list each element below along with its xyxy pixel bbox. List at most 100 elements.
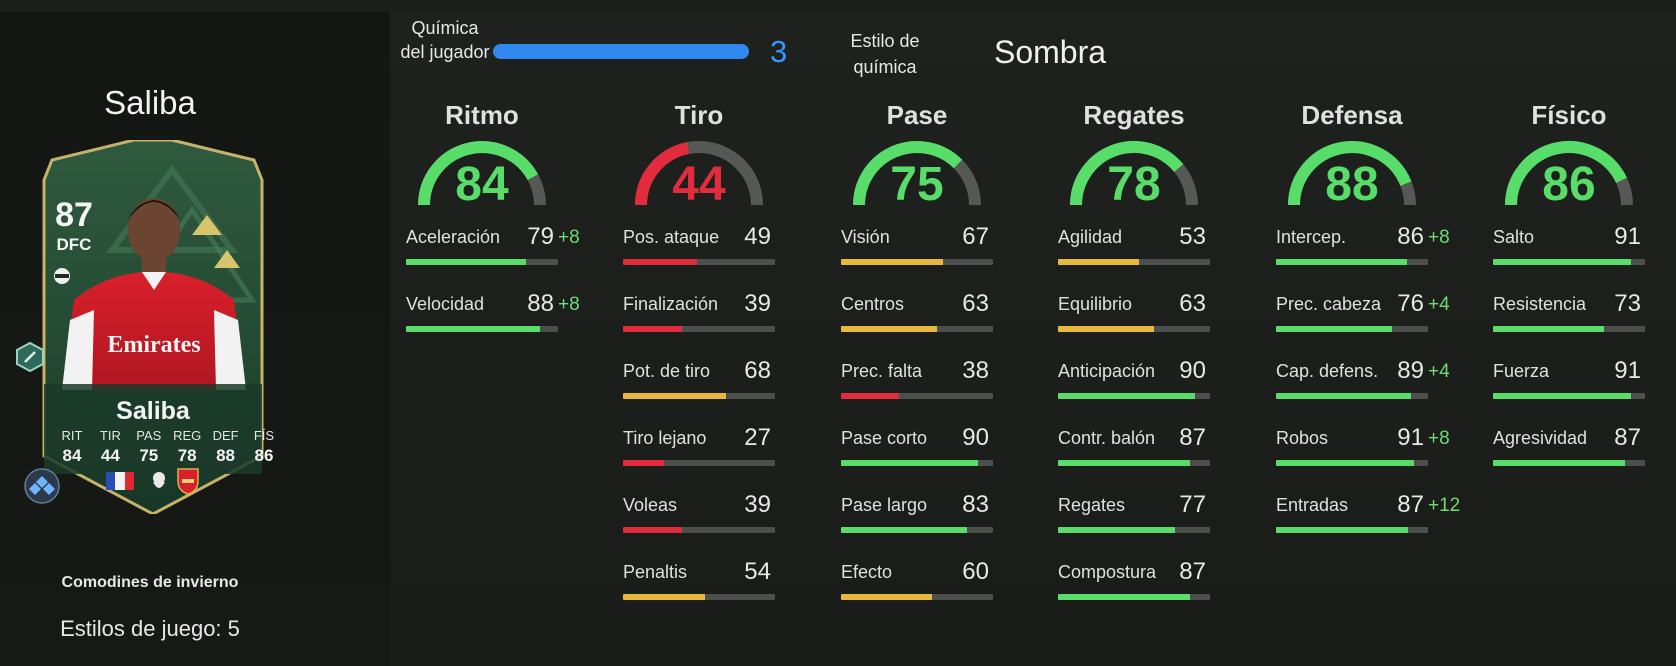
category-title: Defensa [1301, 100, 1403, 130]
stat-row[interactable]: Contr. balón 87 [1058, 424, 1210, 495]
stat-bar [623, 527, 775, 533]
stat-bar-fill [1058, 594, 1191, 600]
stat-row[interactable]: Penaltis 54 [623, 558, 775, 629]
stat-bar [1493, 460, 1645, 466]
stat-bar-fill [623, 594, 706, 600]
stat-row[interactable]: Finalización 39 [623, 290, 775, 361]
stat-bar-fill [1276, 326, 1392, 332]
card-stat-value: 86 [254, 446, 274, 465]
category-gauge: 88 [1276, 135, 1428, 215]
stat-bar-fill [406, 326, 540, 332]
stat-value: 68 [744, 357, 771, 384]
category-gauge: 78 [1058, 135, 1210, 215]
top-strip [0, 0, 1676, 12]
stat-row[interactable]: Aceleración 79 +8 [406, 223, 580, 294]
stat-label: Entradas [1276, 495, 1349, 515]
stat-value: 39 [744, 290, 771, 317]
stat-bar-fill [841, 527, 968, 533]
gauge-arc [853, 141, 981, 206]
card-stat-value: 75 [139, 446, 159, 465]
stat-value: 87 [1179, 424, 1206, 451]
stat-bar [1276, 259, 1428, 265]
stat-value: 39 [744, 491, 771, 518]
stat-bar-fill [841, 326, 937, 332]
stat-row[interactable]: Equilibrio 63 [1058, 290, 1210, 361]
stat-row[interactable]: Salto 91 [1493, 223, 1645, 294]
stat-row[interactable]: Cap. defens. 89 +4 [1276, 357, 1450, 428]
stat-column-físico: Físico 86 Salto 91 Resistencia 73 Fuerza 91 Agre… [1493, 100, 1645, 495]
stat-row[interactable]: Pase largo 83 [841, 491, 993, 562]
category-gauge: 86 [1493, 135, 1645, 215]
stat-bar-fill [841, 259, 943, 265]
category-value: 86 [1542, 158, 1596, 211]
category-title: Regates [1083, 100, 1185, 130]
stat-label: Cap. defens. [1276, 361, 1379, 381]
stat-row[interactable]: Intercep. 86 +8 [1276, 223, 1450, 294]
gauge-arc [1070, 140, 1198, 206]
stat-label: Agilidad [1058, 227, 1123, 247]
stat-bar [841, 393, 993, 399]
stat-bar [1276, 527, 1428, 533]
card-stat-value: 88 [216, 446, 236, 465]
stat-row[interactable]: Prec. cabeza 76 +4 [1276, 290, 1450, 361]
category-title: Ritmo [445, 100, 519, 130]
stat-bar [1058, 259, 1210, 265]
evolution-icon[interactable] [24, 468, 60, 504]
stat-bar-fill [623, 527, 683, 533]
stat-value: 91 [1614, 357, 1641, 384]
stat-row[interactable]: Prec. falta 38 [841, 357, 993, 428]
stat-bar [1058, 460, 1210, 466]
stat-row[interactable]: Resistencia 73 [1493, 290, 1645, 361]
card-stat: TIR 44 [92, 428, 128, 466]
category-title: Tiro [674, 100, 724, 130]
chemistry-style-icon [54, 268, 70, 284]
playstyles-count[interactable]: Estilos de juego: 5 [60, 616, 240, 641]
stat-bar [841, 460, 993, 466]
stat-boost: +4 [1428, 294, 1450, 315]
stat-column-ritmo: Ritmo 84 Aceleración 79 +8 Velocidad 88 +8 [406, 100, 580, 361]
chemistry-label: Química del jugador [400, 18, 490, 62]
playstyle-badge-icon [16, 342, 44, 372]
stat-value: 63 [962, 290, 989, 317]
stat-bar [623, 460, 775, 466]
stat-row[interactable]: Voleas 39 [623, 491, 775, 562]
stat-row[interactable]: Entradas 87 +12 [1276, 491, 1460, 562]
stat-row[interactable]: Agresividad 87 [1493, 424, 1645, 495]
stat-bar-fill [841, 393, 899, 399]
stat-row[interactable]: Agilidad 53 [1058, 223, 1210, 294]
stat-row[interactable]: Regates 77 [1058, 491, 1210, 562]
stat-row[interactable]: Efecto 60 [841, 558, 993, 629]
chem-style-label: Estilo de química [850, 31, 920, 77]
stat-bar-fill [623, 393, 727, 399]
player-name: Saliba [104, 84, 196, 121]
promo-name: Comodines de invierno [61, 574, 239, 591]
chem-style-value[interactable]: Sombra [994, 34, 1107, 70]
stat-bar [841, 594, 993, 600]
stat-label: Resistencia [1493, 294, 1587, 314]
card-stat: REG 78 [169, 428, 205, 466]
stat-row[interactable]: Visión 67 [841, 223, 993, 294]
stat-boost: +8 [558, 227, 580, 248]
gauge-arc [1505, 141, 1633, 206]
stat-boost: +8 [558, 294, 580, 315]
stat-bar [1058, 594, 1210, 600]
chemistry-value: 3 [770, 34, 788, 69]
stat-row[interactable]: Velocidad 88 +8 [406, 290, 580, 361]
stat-bar-fill [1493, 326, 1604, 332]
player-card[interactable]: Emirates 87 DFC Saliba RIT 84 TIR 44 PAS 75 RE… [16, 140, 284, 514]
stat-row[interactable]: Fuerza 91 [1493, 357, 1645, 428]
stat-value: 87 [1614, 424, 1641, 451]
stat-row[interactable]: Centros 63 [841, 290, 993, 361]
stat-value: 86 [1397, 223, 1424, 250]
stat-row[interactable]: Robos 91 +8 [1276, 424, 1450, 495]
card-stat-value: 84 [62, 446, 82, 465]
stat-row[interactable]: Pase corto 90 [841, 424, 993, 495]
card-stat-label: PAS [136, 428, 162, 443]
stat-row[interactable]: Compostura 87 [1058, 558, 1210, 629]
stat-row[interactable]: Pot. de tiro 68 [623, 357, 775, 428]
stat-label: Finalización [623, 294, 719, 314]
stat-row[interactable]: Pos. ataque 49 [623, 223, 775, 294]
stat-row[interactable]: Anticipación 90 [1058, 357, 1210, 428]
category-title: Físico [1531, 100, 1607, 130]
stat-row[interactable]: Tiro lejano 27 [623, 424, 775, 495]
